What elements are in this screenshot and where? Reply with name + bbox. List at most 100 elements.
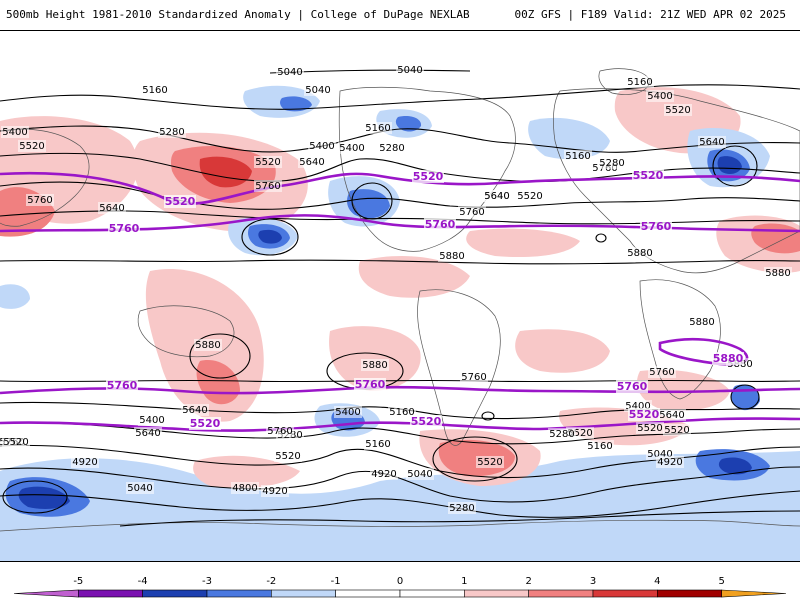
contour-label-bg bbox=[158, 126, 186, 138]
height-contour bbox=[119, 510, 800, 527]
anomaly-pos1-region bbox=[636, 369, 730, 411]
contour-label-bg bbox=[138, 414, 166, 426]
height-contour bbox=[0, 259, 800, 265]
contour-label: 5640 bbox=[484, 191, 509, 202]
coastline-australia bbox=[137, 305, 235, 358]
contour-label: 4920 bbox=[371, 469, 396, 480]
contour-label-bg bbox=[98, 202, 126, 214]
contour-label-bg bbox=[598, 157, 626, 169]
contour-label: 5040 bbox=[127, 483, 152, 494]
anomaly-pos1-region bbox=[358, 256, 470, 298]
highlight-label: 5520 bbox=[411, 415, 442, 428]
contour-label-bg bbox=[548, 428, 576, 440]
contour-label-bg bbox=[364, 438, 392, 450]
contour-label: 5040 bbox=[305, 85, 330, 96]
contour-label-bg bbox=[308, 140, 336, 152]
highlight-label: 5760 bbox=[355, 378, 386, 391]
contour-label: 5040 bbox=[397, 65, 422, 76]
colorbar-segment bbox=[528, 589, 594, 598]
height-contour bbox=[481, 411, 495, 421]
contour-label-bg bbox=[254, 156, 282, 168]
contour-label-bg bbox=[664, 104, 692, 116]
anomaly-neg3-region bbox=[718, 457, 752, 475]
contour-label: 5520 bbox=[275, 451, 300, 462]
coastline-africa bbox=[639, 279, 721, 400]
contour-label: 5280 bbox=[549, 429, 574, 440]
contour-label: 5400 bbox=[647, 91, 672, 102]
colorbar-segment bbox=[13, 589, 79, 598]
contour-label: 5520 bbox=[664, 425, 689, 436]
colorbar-segment bbox=[78, 589, 143, 598]
contour-label: 5520 bbox=[255, 157, 280, 168]
contour-label: 5760 bbox=[461, 372, 486, 383]
highlight-label-bg bbox=[632, 169, 664, 182]
highlight-label: 5760 bbox=[425, 218, 456, 231]
highlight-label: 5760 bbox=[109, 222, 140, 235]
contour-label: 5040 bbox=[277, 67, 302, 78]
contour-label: 5640 bbox=[135, 428, 160, 439]
height-contour bbox=[189, 333, 251, 379]
colorbar-segment bbox=[206, 589, 272, 598]
highlight-label: 5760 bbox=[107, 379, 138, 392]
contour-label-bg bbox=[378, 142, 406, 154]
contour-label-bg bbox=[448, 502, 476, 514]
map-header: 500mb Height 1981-2010 Standardized Anom… bbox=[0, 0, 800, 30]
contour-label-bg bbox=[71, 456, 99, 468]
highlight-contour-5760-south bbox=[0, 385, 800, 395]
contour-label-bg bbox=[483, 190, 511, 202]
contour-label: 5640 bbox=[699, 137, 724, 148]
anomaly-neg2-region bbox=[347, 189, 390, 219]
contour-label: 5760 bbox=[267, 426, 292, 437]
contour-label-bg bbox=[764, 267, 792, 279]
contour-label-bg bbox=[231, 482, 259, 494]
height-contours bbox=[0, 69, 800, 527]
coastline-europe-asia bbox=[553, 88, 800, 274]
contour-label: 5760 bbox=[459, 207, 484, 218]
contour-label: 5760 bbox=[27, 195, 52, 206]
anomaly-neg1-region bbox=[0, 284, 30, 309]
highlight-label: 5880 bbox=[713, 352, 744, 365]
contour-label: 5520 bbox=[3, 437, 28, 448]
colorbar-tick-label: -2 bbox=[266, 576, 276, 587]
highlight-label: 5520 bbox=[629, 408, 660, 421]
contour-label-bg bbox=[276, 66, 304, 78]
contour-label: 5400 bbox=[309, 141, 334, 152]
contour-label-bg bbox=[126, 482, 154, 494]
height-contour bbox=[351, 182, 393, 220]
contour-label-bg bbox=[396, 64, 424, 76]
coastline-greenland bbox=[598, 68, 651, 95]
height-contour bbox=[712, 145, 758, 187]
contour-label: 5400 bbox=[335, 407, 360, 418]
height-contour bbox=[0, 422, 800, 445]
contour-label-bg bbox=[18, 140, 46, 152]
colorbar-tick-label: 4 bbox=[654, 576, 660, 587]
contour-label: 5640 bbox=[182, 405, 207, 416]
contour-label: 5400 bbox=[2, 127, 27, 138]
contour-label: 5160 bbox=[587, 441, 612, 452]
colorbar-segment bbox=[335, 589, 401, 598]
coastline-asia-east bbox=[0, 128, 90, 227]
height-contour bbox=[0, 210, 800, 225]
contour-label: 5160 bbox=[142, 85, 167, 96]
anomaly-neg1-region bbox=[528, 117, 610, 160]
height-contour bbox=[432, 436, 518, 482]
contour-label-bg bbox=[646, 90, 674, 102]
colorbar-segment bbox=[464, 589, 529, 598]
contour-label: 5640 bbox=[299, 157, 324, 168]
contour-label: 5040 bbox=[647, 449, 672, 460]
contour-label: 5640 bbox=[99, 203, 124, 214]
contour-label: 5520 bbox=[665, 105, 690, 116]
highlight-label: 5520 bbox=[633, 169, 664, 182]
anomaly-neg2-region bbox=[395, 116, 422, 132]
contour-label-bg bbox=[626, 76, 654, 88]
contour-label-bg bbox=[261, 485, 289, 497]
contour-label-bg bbox=[181, 404, 209, 416]
contour-label: 4920 bbox=[262, 486, 287, 497]
contour-label: 5640 bbox=[659, 410, 684, 421]
contour-label: 4920 bbox=[72, 457, 97, 468]
height-contour bbox=[241, 218, 299, 256]
highlight-label-bg bbox=[640, 220, 672, 233]
